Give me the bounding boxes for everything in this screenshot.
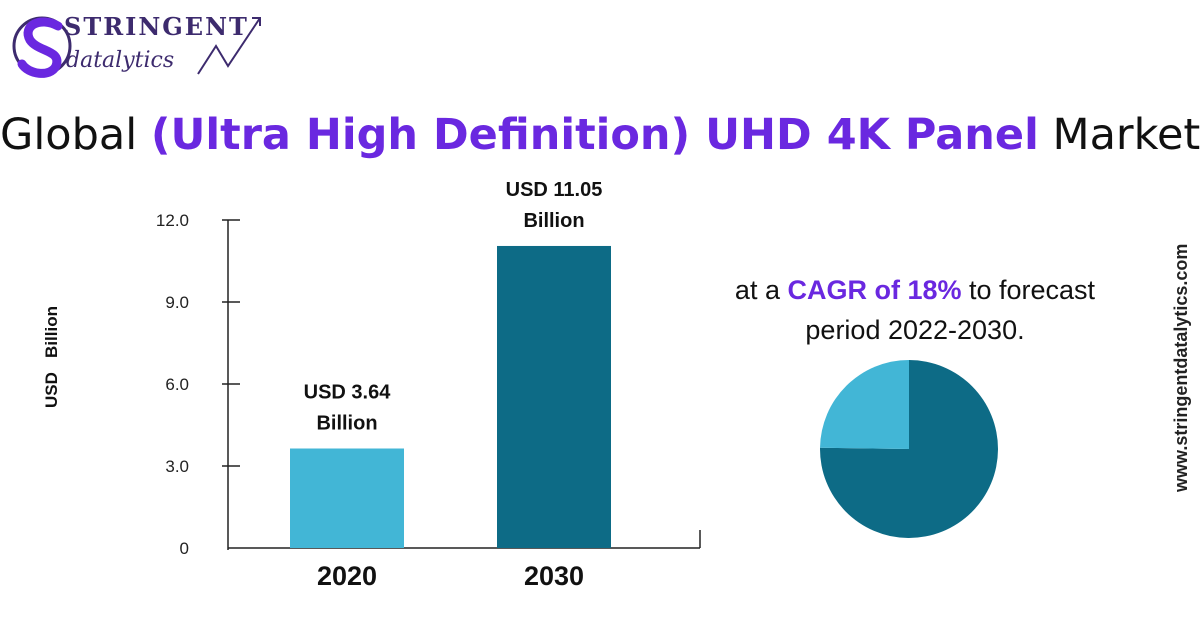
logo-mark-icon <box>12 16 261 78</box>
y-tick-label: 3.0 <box>165 457 189 476</box>
cagr-suffix: to forecast period 2022-2030. <box>805 275 1096 345</box>
data-label-unit: Billion <box>523 210 584 232</box>
logo-text-top: STRINGENT <box>64 12 249 41</box>
title-suffix: Market <box>1038 110 1200 160</box>
title-highlight: (Ultra High Definition) UHD 4K Panel <box>150 110 1039 160</box>
y-tick-label: 0 <box>180 539 189 558</box>
title-prefix: Global <box>0 110 151 160</box>
bar-2030 <box>497 245 611 548</box>
pie-slice-1 <box>820 360 909 449</box>
y-tick-label: 6.0 <box>165 375 189 394</box>
bar-2020 <box>290 448 404 548</box>
x-tick-label: 2020 <box>317 561 377 591</box>
cagr-statement: at a CAGR of 18% to forecast period 2022… <box>700 270 1130 350</box>
cagr-highlight: CAGR of 18% <box>787 275 962 305</box>
logo-text-bottom: datalytics <box>66 48 175 73</box>
y-tick-label: 12.0 <box>156 211 189 230</box>
data-label-value: USD 11.05 <box>506 179 603 201</box>
company-logo: STRINGENT datalytics <box>10 8 280 84</box>
data-label-value: USD 3.64 <box>304 382 392 404</box>
y-tick-label: 9.0 <box>165 293 189 312</box>
cagr-prefix: at a <box>734 275 788 305</box>
data-label-unit: Billion <box>316 413 377 435</box>
x-tick-label: 2030 <box>524 561 584 591</box>
website-url: www.stringentdatalytics.com <box>1171 243 1191 492</box>
page-title: Global (Ultra High Definition) UHD 4K Pa… <box>0 110 1200 160</box>
